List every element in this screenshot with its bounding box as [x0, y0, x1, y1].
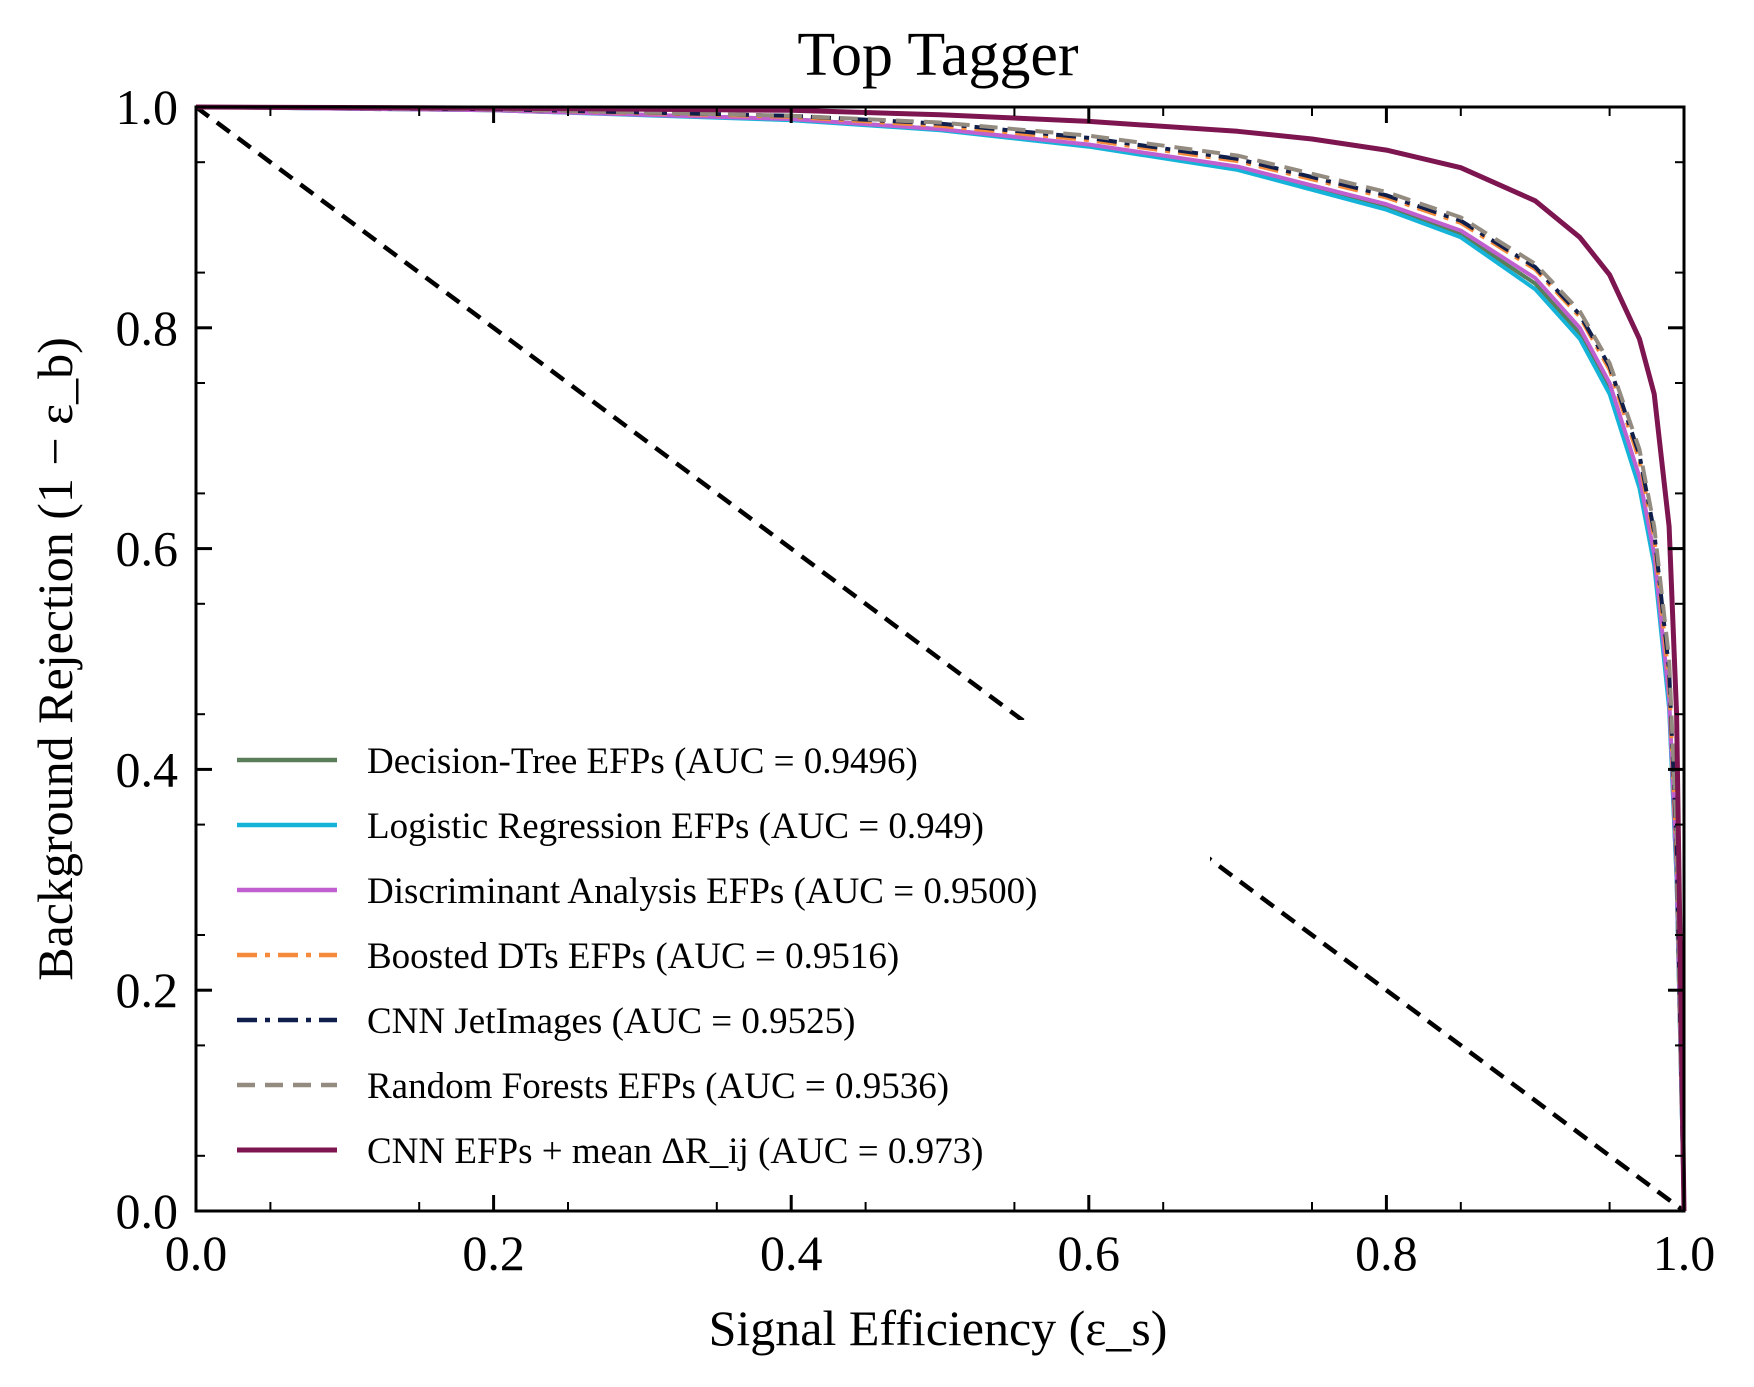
- legend-label-3: Discriminant Analysis EFPs (AUC = 0.9500…: [367, 871, 1037, 912]
- y-tick-label: 1.0: [116, 79, 179, 135]
- legend-label-7: CNN EFPs + mean ΔR_ij (AUC = 0.973): [367, 1131, 983, 1172]
- series-line-5: [195, 105, 1686, 1212]
- legend-label-2: Logistic Regression EFPs (AUC = 0.949): [367, 806, 984, 847]
- random-guess-line: [194, 105, 1686, 1213]
- legend-label-4: Boosted DTs EFPs (AUC = 0.9516): [367, 936, 899, 977]
- legend-label-5: CNN JetImages (AUC = 0.9525): [367, 1001, 855, 1042]
- x-tick-label: 0.0: [165, 1225, 228, 1281]
- curves-layer: [194, 104, 1687, 1213]
- y-axis-label: Background Rejection (1 − ε_b): [27, 337, 83, 980]
- plot-frame: [194, 105, 1686, 1213]
- series-line-7: [195, 104, 1687, 1212]
- x-tick-label: 0.4: [760, 1225, 823, 1281]
- legend-label-6: Random Forests EFPs (AUC = 0.9536): [367, 1066, 949, 1107]
- x-tick-label: 0.6: [1058, 1225, 1121, 1281]
- chart-title: Top Tagger: [797, 21, 1079, 89]
- x-tick-label: 0.2: [462, 1225, 525, 1281]
- y-tick-label: 0.6: [116, 521, 179, 577]
- legend-label-1: Decision-Tree EFPs (AUC = 0.9496): [367, 741, 918, 782]
- x-axis-label: Signal Efficiency (ε_s): [709, 1300, 1168, 1356]
- y-tick-label: 0.8: [116, 300, 179, 356]
- ticks-layer: 0.0 0.2 0.4 0.6 0.8 1.0 0.0 0.2 0.4 0.6 0.8 1.0: [116, 79, 1716, 1281]
- y-tick-label: 0.2: [116, 962, 179, 1018]
- series-line-6: [195, 105, 1686, 1212]
- y-tick-label: 0.0: [116, 1183, 179, 1239]
- legend: Decision-Tree EFPs (AUC = 0.9496) Logisti…: [220, 720, 1210, 1195]
- legend-background: [220, 720, 1210, 1195]
- x-tick-label: 1.0: [1653, 1225, 1716, 1281]
- x-tick-label: 0.8: [1355, 1225, 1418, 1281]
- y-tick-label: 0.4: [116, 741, 179, 797]
